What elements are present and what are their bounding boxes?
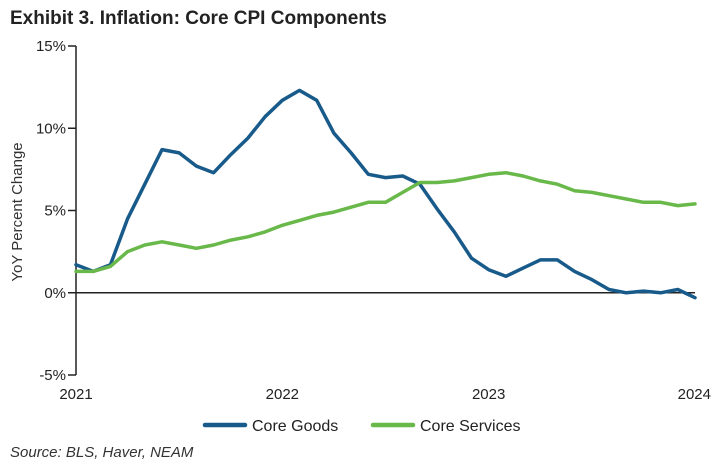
legend-label-core-goods: Core Goods <box>252 418 338 435</box>
x-tick-label: 2023 <box>472 386 505 403</box>
y-tick-label: -5% <box>39 367 66 384</box>
line-chart: YoY Percent Change 15% 10% 5% 0% -5% 2021 202… <box>9 38 711 435</box>
y-tick-label: 0% <box>44 285 66 302</box>
y-tick-label: 15% <box>36 38 66 55</box>
y-axis-title: YoY Percent Change <box>9 142 26 281</box>
series-line-core-goods <box>74 88 697 300</box>
y-tick-label: 5% <box>44 203 66 220</box>
x-tick-label: 2022 <box>266 386 299 403</box>
source-note: Source: BLS, Haver, NEAM <box>10 444 194 461</box>
x-tick-label: 2021 <box>59 386 92 403</box>
chart-title: Exhibit 3. Inflation: Core CPI Component… <box>10 8 387 29</box>
y-tick-label: 10% <box>36 120 66 137</box>
series-line-core-services <box>74 170 697 274</box>
legend-label-core-services: Core Services <box>420 418 520 435</box>
legend: Core Goods Core Services <box>202 418 520 435</box>
x-tick-label: 2024 <box>678 386 711 403</box>
